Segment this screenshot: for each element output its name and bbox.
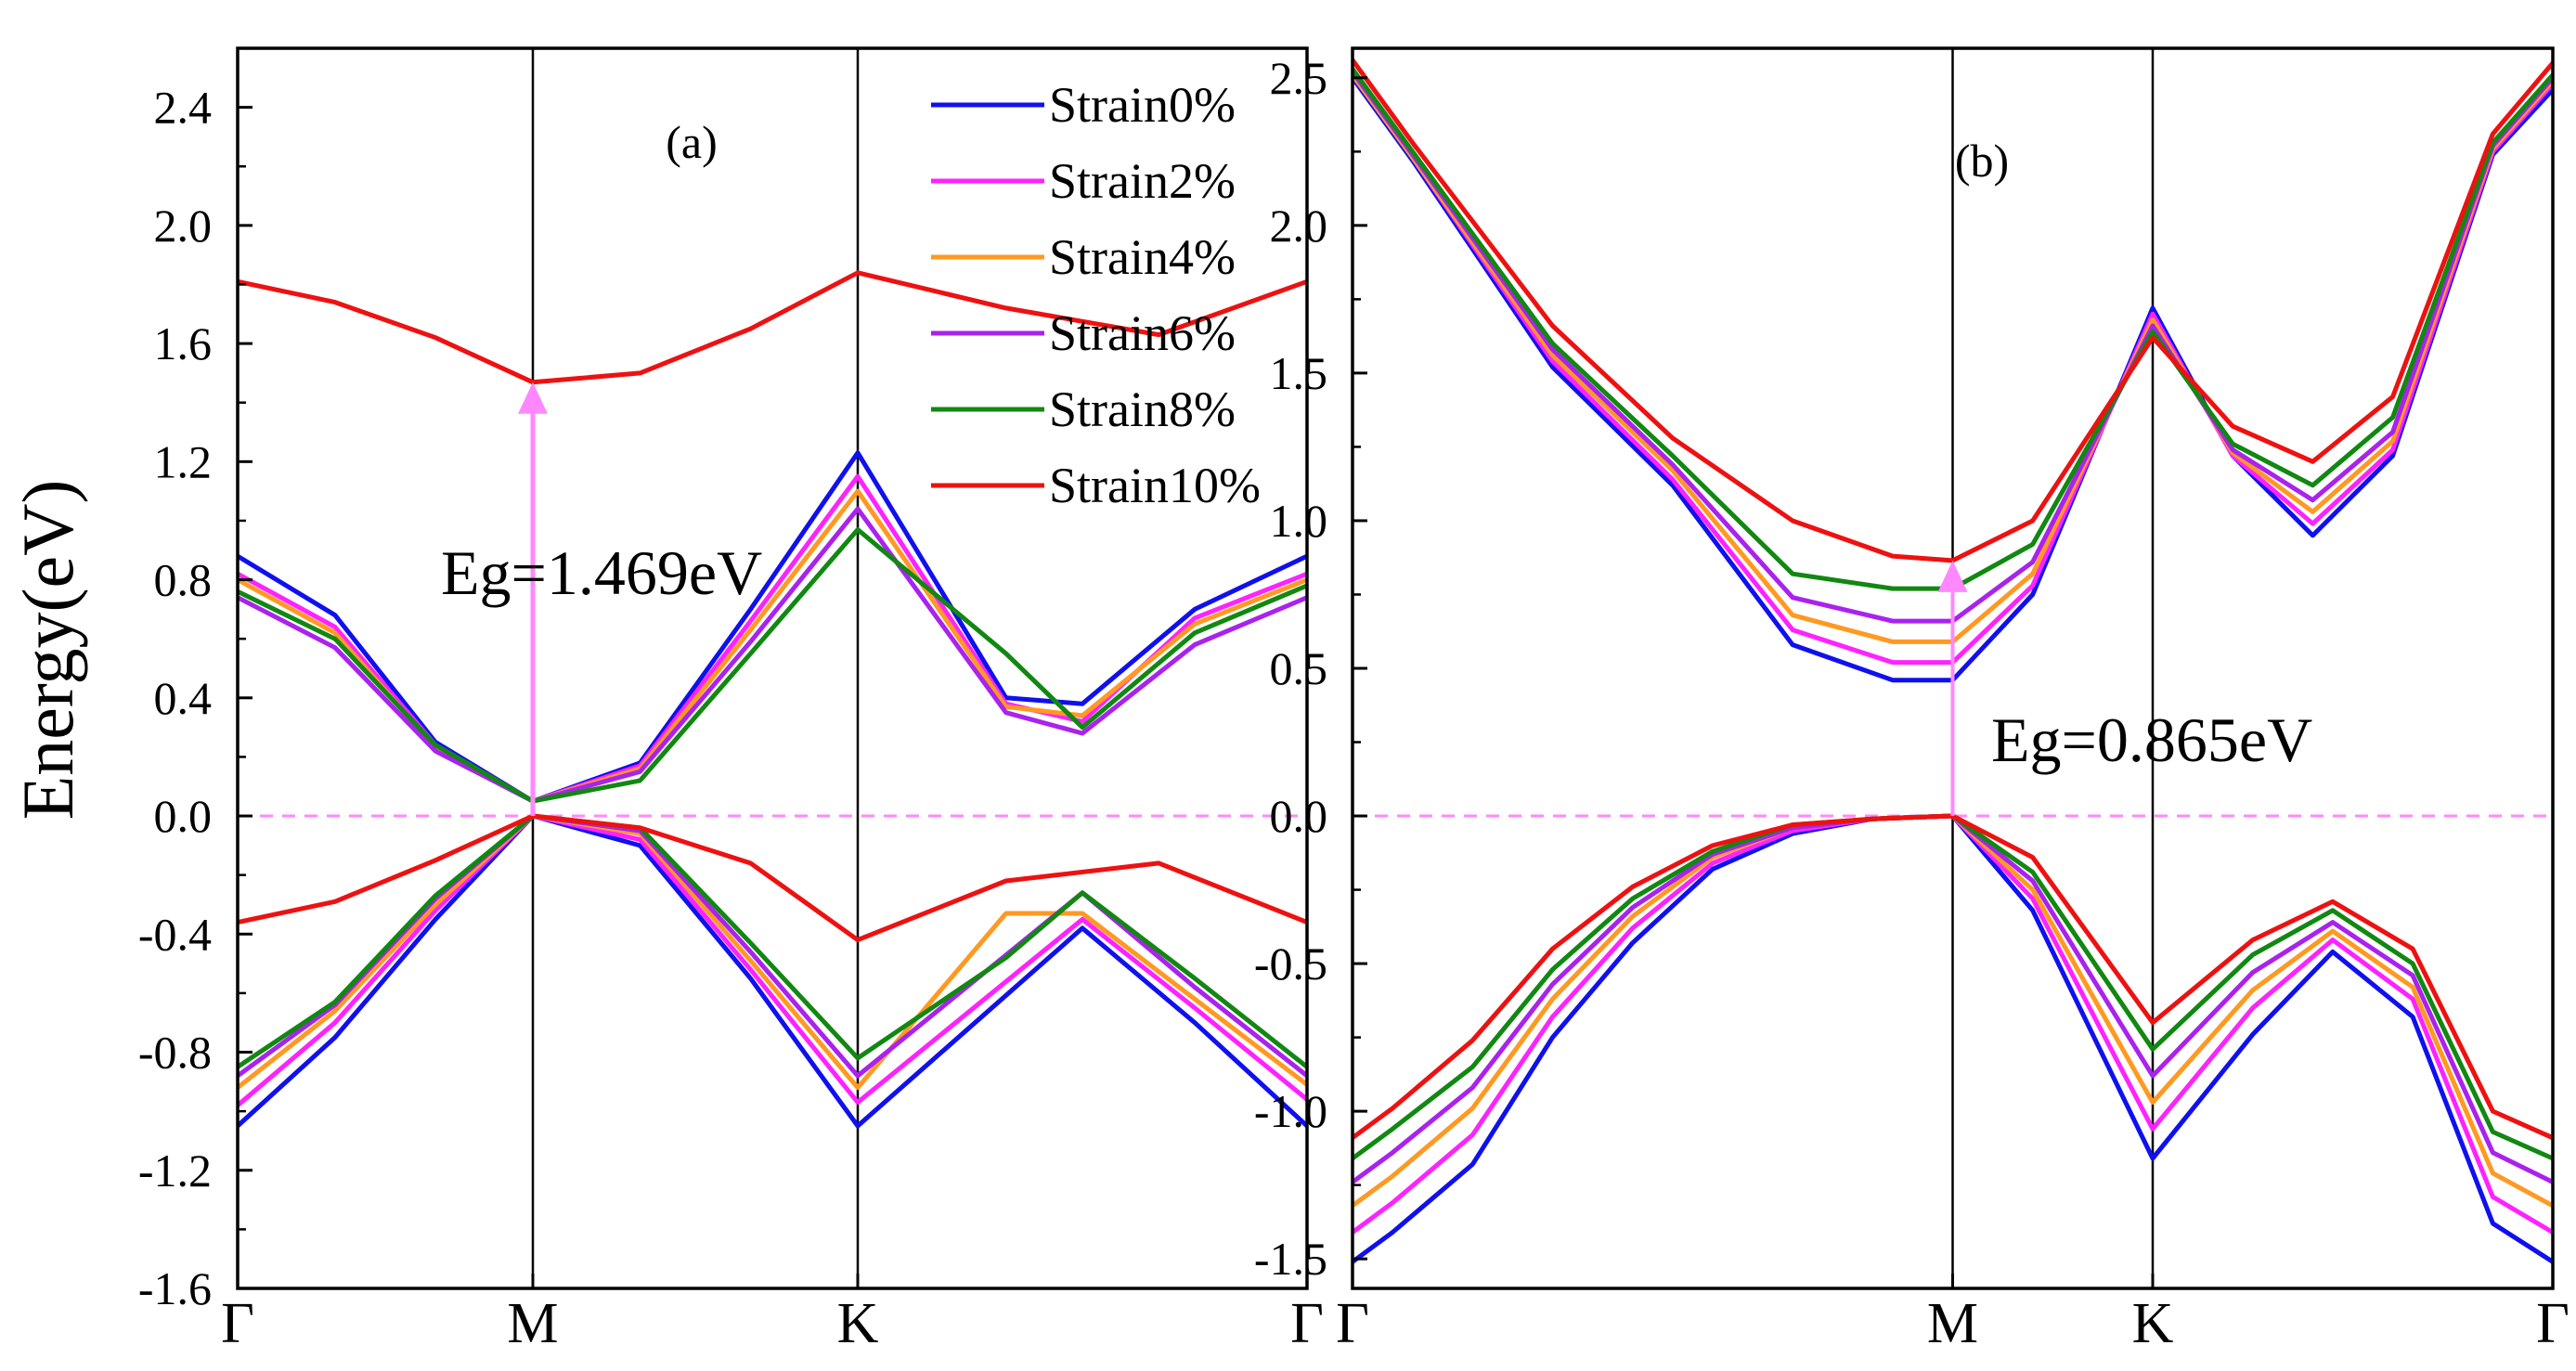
band-gap-arrowhead — [518, 382, 548, 414]
y-tick-label: 0.0 — [1270, 790, 1328, 842]
legend-entry: Strain8% — [1049, 382, 1236, 437]
y-tick-label: 2.0 — [154, 200, 213, 252]
y-axis-label: Energy(eV) — [7, 480, 88, 821]
band-gap-annotation: Eg=1.469eV — [441, 537, 762, 608]
x-tick-label: Γ — [2536, 1292, 2570, 1355]
legend-entry: Strain6% — [1049, 305, 1236, 361]
panel-label: (a) — [666, 116, 718, 168]
y-tick-label: -1.6 — [138, 1262, 212, 1314]
y-tick-label: -1.5 — [1254, 1233, 1327, 1285]
y-tick-label: 2.4 — [154, 82, 213, 134]
band-line-conduction-strain4pct — [238, 491, 1307, 801]
x-tick-label: M — [1927, 1292, 1978, 1355]
legend-entry: Strain2% — [1049, 153, 1236, 209]
y-tick-label: 0.4 — [154, 672, 213, 724]
band-gap-annotation: Eg=0.865eV — [1991, 705, 2312, 775]
x-tick-label: K — [837, 1292, 879, 1355]
band-line-conduction-strain2pct — [238, 476, 1307, 801]
panel-b: Eg=0.865eV (b) -1.5 -1.0 -0.5 0.0 0.5 1.0 1.5 2.0… — [1254, 48, 2570, 1355]
y-tick-label: 0.8 — [154, 554, 213, 606]
legend: Strain0% Strain2% Strain4% Strain6% Strain8%… — [931, 77, 1261, 513]
band-gap-arrowhead — [1938, 561, 1968, 592]
y-tick-label: 1.0 — [1270, 495, 1328, 547]
x-tick-label: Γ — [221, 1292, 254, 1355]
x-tick-label: Γ — [1290, 1292, 1324, 1355]
band-structure-figure: Eg=1.469eV (a) -1.6 -1.2 -0.8 -0.4 0.0 0.4 0.8 1.… — [0, 0, 2576, 1371]
x-tick-label: Γ — [1336, 1292, 1369, 1355]
y-tick-label: -0.4 — [138, 908, 212, 960]
legend-entry: Strain0% — [1049, 77, 1236, 133]
legend-entry: Strain10% — [1049, 458, 1261, 513]
y-tick-label: 1.5 — [1270, 347, 1328, 399]
y-tick-label: -0.5 — [1254, 938, 1327, 989]
y-tick-label: -1.0 — [1254, 1085, 1327, 1137]
y-tick-label: 2.5 — [1270, 52, 1328, 104]
x-tick-label: K — [2132, 1292, 2174, 1355]
y-tick-label: 2.0 — [1270, 200, 1328, 252]
legend-entry: Strain4% — [1049, 229, 1236, 285]
band-line-valence-strain10pct — [238, 816, 1307, 940]
y-tick-label: -1.2 — [138, 1145, 212, 1196]
y-tick-label: 1.6 — [154, 317, 213, 369]
y-tick-label: -0.8 — [138, 1027, 212, 1079]
y-tick-label: 0.5 — [1270, 642, 1328, 694]
y-tick-label: 0.0 — [154, 790, 213, 842]
y-tick-label: 1.2 — [154, 435, 213, 487]
x-tick-label: M — [507, 1292, 558, 1355]
panel-label: (b) — [1955, 135, 2009, 187]
band-line-conduction-strain6pct — [238, 509, 1307, 801]
